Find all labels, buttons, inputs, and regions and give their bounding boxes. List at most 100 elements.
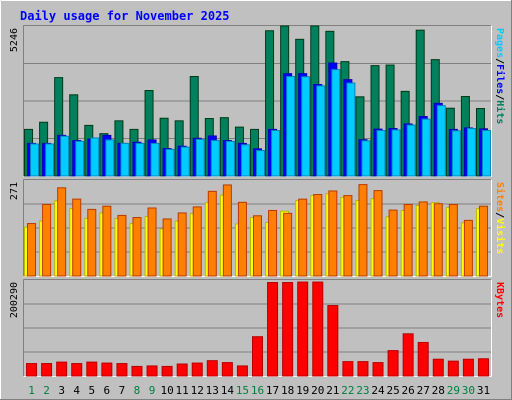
legend-entry: / [494,212,505,218]
bar-kbytes-day-26 [402,333,414,377]
bar-sites-day-15 [237,201,247,277]
bar-kbytes-day-19 [297,281,309,377]
bar-pages-day-29 [451,130,461,177]
bar-pages-day-18 [286,76,296,177]
legend-hits-files-pages: Pages/Files/Hits [494,28,506,124]
x-tick-label-day-24: 24 [371,384,385,397]
legend-entry: Pages [494,28,505,58]
x-tick-label-day-5: 5 [88,384,95,397]
bar-kbytes-day-12 [191,362,203,377]
bar-sites-day-7 [117,214,127,277]
bar-kbytes-day-4 [71,363,83,377]
legend-visits-sites: Sites/Visits [494,182,506,254]
bar-pages-day-25 [391,129,401,177]
bar-sites-day-2 [42,203,52,277]
bar-pages-day-14 [225,140,235,177]
x-tick-label-day-6: 6 [104,384,111,397]
bar-pages-day-31 [481,130,491,177]
bar-kbytes-day-8 [131,365,143,377]
bar-kbytes-day-24 [372,362,384,377]
bar-sites-day-8 [132,217,142,277]
y-max-label: 200290 [9,282,20,318]
x-tick-label-day-19: 19 [296,384,309,397]
chart-title: Daily usage for November 2025 [20,9,230,23]
x-tick-label-day-20: 20 [311,384,324,397]
bar-kbytes-day-7 [116,363,128,377]
bar-kbytes-day-31 [477,358,489,377]
bar-kbytes-day-15 [236,365,248,377]
bar-kbytes-day-20 [312,281,324,377]
bar-sites-day-23 [358,184,368,277]
bar-kbytes-day-22 [342,361,354,377]
x-tick-label-day-12: 12 [191,384,204,397]
bar-sites-day-12 [192,206,202,277]
bar-kbytes-day-23 [357,361,369,377]
x-axis-day-labels: 1 2 3 4 5 6 7 8 9 10 11 12 13 14 15 16 17 18 19 20 21 22 23 24 2… [28,384,490,397]
bar-pages-day-20 [316,85,326,177]
bar-pages-day-21 [331,69,341,177]
x-tick-label-day-8: 8 [134,384,141,397]
bar-sites-day-25 [388,209,398,277]
bar-kbytes-day-18 [282,282,294,377]
bar-sites-day-26 [403,203,413,277]
bar-pages-day-5 [90,137,100,177]
bar-sites-day-5 [87,208,97,277]
legend-kbytes: KBytes [494,282,505,318]
bar-pages-day-11 [180,146,190,177]
panel-visits-sites: 271 Sites/Visits [9,179,506,277]
x-tick-label-day-30: 30 [462,384,475,397]
bar-sites-day-22 [343,195,353,277]
bar-pages-day-9 [150,142,160,177]
bar-pages-day-8 [135,142,145,177]
bar-kbytes-day-27 [417,341,429,377]
bar-sites-day-31 [478,205,488,277]
bar-pages-day-1 [30,143,40,177]
bar-sites-day-13 [207,190,217,277]
x-tick-label-day-17: 17 [266,384,279,397]
bar-kbytes-day-29 [447,360,459,377]
x-tick-label-day-29: 29 [447,384,460,397]
bar-sites-day-1 [27,223,37,277]
y-max-label: 271 [9,182,20,200]
x-tick-label-day-21: 21 [326,384,339,397]
bar-pages-day-27 [421,118,431,177]
bar-sites-day-6 [102,205,112,277]
x-tick-label-day-22: 22 [341,384,354,397]
bar-pages-day-19 [301,76,311,177]
bar-pages-day-10 [165,148,175,177]
legend-entry: Visits [494,218,506,254]
bar-pages-day-4 [75,140,85,177]
bar-sites-day-3 [57,187,67,277]
bar-sites-day-17 [268,209,278,277]
bar-sites-day-20 [313,194,323,277]
bar-kbytes-day-6 [101,362,113,377]
x-tick-label-day-16: 16 [251,384,264,397]
bar-pages-day-17 [271,130,281,177]
bar-sites-day-9 [147,207,157,277]
bar-sites-day-30 [463,219,473,277]
bar-pages-day-15 [240,144,250,177]
x-tick-label-day-14: 14 [221,384,235,397]
legend-entry: Files [494,64,506,94]
x-tick-label-day-25: 25 [386,384,399,397]
x-tick-label-day-26: 26 [402,384,415,397]
bar-kbytes-day-16 [252,336,263,377]
x-tick-label-day-31: 31 [477,384,490,397]
legend-entry: / [494,94,505,100]
bar-sites-day-27 [418,201,428,277]
bar-sites-day-19 [298,198,308,277]
x-tick-label-day-28: 28 [432,384,445,397]
bar-pages-day-6 [105,139,115,177]
bar-kbytes-day-13 [206,360,218,377]
bar-sites-day-14 [222,184,232,277]
bar-pages-day-23 [361,140,371,177]
bar-pages-day-22 [346,82,356,177]
bar-kbytes-day-11 [176,363,188,377]
bar-sites-day-4 [72,198,82,277]
bar-kbytes-day-2 [41,363,53,377]
x-tick-label-day-11: 11 [176,384,189,397]
bar-sites-day-11 [177,212,187,277]
x-tick-label-day-18: 18 [281,384,294,397]
